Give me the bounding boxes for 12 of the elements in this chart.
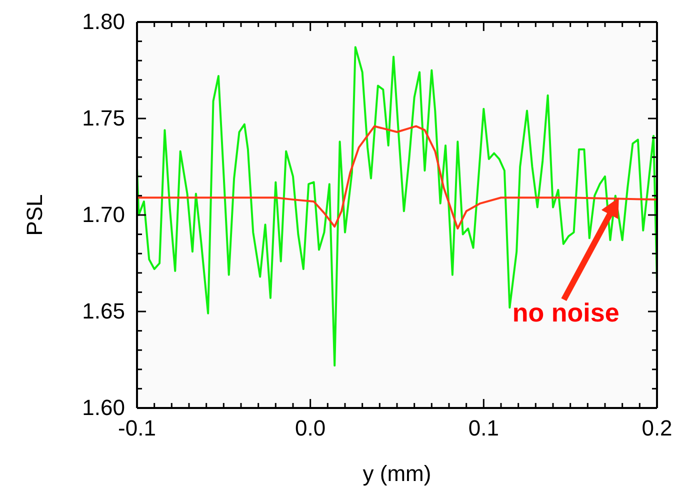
y-tick-label: 1.80 [82,9,125,34]
line-series [136,46,658,367]
annotation: no noise [512,298,620,328]
x-tick-label: 0.2 [642,416,672,441]
line-series [136,125,658,230]
y-axis-title: PSL [22,194,47,236]
y-tick-label: 1.65 [82,298,125,324]
x-tick-label: 0.0 [295,416,326,441]
x-tick-label: 0.1 [468,416,499,441]
y-tick-label: 1.70 [82,202,125,228]
y-tick-label: 1.75 [82,106,125,131]
x-axis-title: y (mm) [362,461,432,486]
